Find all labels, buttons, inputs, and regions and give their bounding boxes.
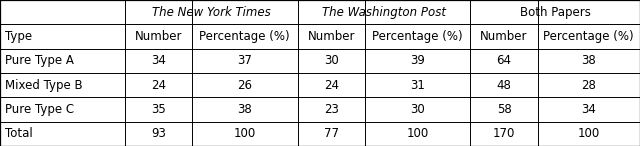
Text: 100: 100 — [578, 127, 600, 140]
Text: The Washington Post: The Washington Post — [322, 6, 446, 19]
Text: Number: Number — [480, 30, 528, 43]
Text: 30: 30 — [410, 103, 425, 116]
Text: 26: 26 — [237, 79, 252, 92]
Text: 34: 34 — [151, 54, 166, 67]
Text: 23: 23 — [324, 103, 339, 116]
Text: The New York Times: The New York Times — [152, 6, 271, 19]
Text: Percentage (%): Percentage (%) — [200, 30, 290, 43]
Text: 31: 31 — [410, 79, 425, 92]
Text: Percentage (%): Percentage (%) — [372, 30, 463, 43]
Text: 35: 35 — [151, 103, 166, 116]
Text: 34: 34 — [581, 103, 596, 116]
Text: Number: Number — [307, 30, 355, 43]
Text: 48: 48 — [497, 79, 511, 92]
Text: Type: Type — [5, 30, 32, 43]
Text: 38: 38 — [581, 54, 596, 67]
Text: 24: 24 — [324, 79, 339, 92]
Text: 170: 170 — [493, 127, 515, 140]
Text: 77: 77 — [324, 127, 339, 140]
Text: 58: 58 — [497, 103, 511, 116]
Text: 100: 100 — [234, 127, 256, 140]
Text: 93: 93 — [151, 127, 166, 140]
Text: 100: 100 — [406, 127, 429, 140]
Text: 24: 24 — [151, 79, 166, 92]
Text: 37: 37 — [237, 54, 252, 67]
Text: 39: 39 — [410, 54, 425, 67]
Text: Pure Type A: Pure Type A — [5, 54, 74, 67]
Text: Total: Total — [5, 127, 33, 140]
Text: Percentage (%): Percentage (%) — [543, 30, 634, 43]
Text: Number: Number — [134, 30, 182, 43]
Text: 28: 28 — [581, 79, 596, 92]
Text: Pure Type C: Pure Type C — [5, 103, 74, 116]
Text: 38: 38 — [237, 103, 252, 116]
Text: Both Papers: Both Papers — [520, 6, 591, 19]
Text: 30: 30 — [324, 54, 339, 67]
Text: 64: 64 — [497, 54, 511, 67]
Text: Mixed Type B: Mixed Type B — [5, 79, 83, 92]
